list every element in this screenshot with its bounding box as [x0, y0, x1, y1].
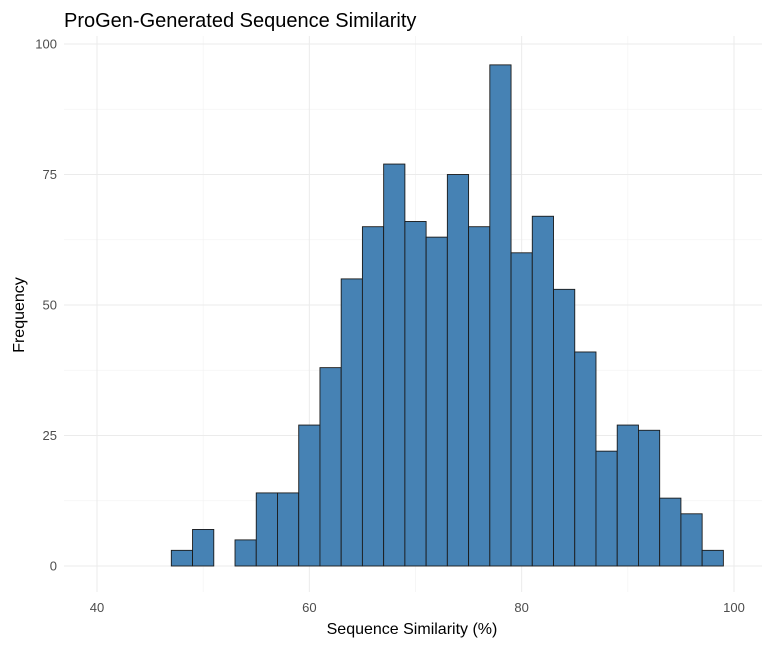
x-axis-title: Sequence Similarity (%)	[327, 621, 498, 638]
y-tick-label: 25	[43, 428, 57, 443]
histogram-bar	[616, 424, 639, 567]
y-axis-ticks: 0 25 50 75 100	[35, 37, 57, 574]
histogram-bar	[383, 163, 406, 567]
histogram-bar	[574, 351, 597, 567]
histogram-bar	[234, 539, 257, 567]
histogram-bar	[298, 424, 321, 567]
histogram-bar	[255, 492, 278, 567]
histogram-bar	[680, 513, 703, 567]
histogram-bar	[425, 236, 448, 567]
y-tick-label: 0	[50, 559, 57, 574]
histogram-bar	[510, 252, 533, 567]
x-tick-label: 40	[90, 600, 104, 615]
y-tick-label: 50	[43, 298, 57, 313]
y-tick-label: 100	[35, 37, 57, 52]
y-tick-label: 75	[43, 167, 57, 182]
histogram-bar	[404, 221, 427, 567]
histogram-bar	[595, 450, 618, 567]
histogram-bar	[319, 367, 342, 567]
x-tick-label: 80	[514, 600, 528, 615]
chart-title: ProGen-Generated Sequence Similarity	[64, 10, 416, 32]
histogram-bar	[277, 492, 300, 567]
histogram-bar	[361, 226, 385, 567]
histogram-bar	[489, 64, 512, 567]
histogram-bar	[192, 529, 215, 567]
y-axis-title: Frequency	[11, 277, 28, 353]
bars	[170, 64, 724, 567]
histogram-bar	[659, 497, 682, 567]
histogram-bar	[170, 549, 193, 567]
x-tick-label: 100	[723, 600, 745, 615]
histogram-bar	[531, 215, 554, 567]
histogram-bar	[638, 429, 661, 567]
x-axis-ticks: 40 60 80 100	[90, 600, 745, 615]
histogram-bar	[553, 288, 576, 567]
histogram-bar	[446, 174, 470, 567]
histogram-bar	[701, 549, 724, 567]
histogram-bar	[468, 226, 491, 567]
x-tick-label: 60	[302, 600, 316, 615]
histogram-bar	[340, 278, 363, 567]
